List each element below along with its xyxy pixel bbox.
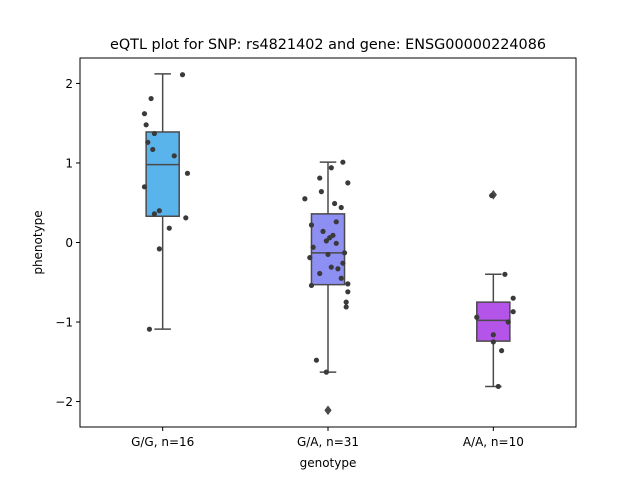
data-point <box>490 339 496 345</box>
data-point <box>489 192 495 199</box>
data-point <box>183 215 189 221</box>
data-point <box>166 225 172 231</box>
data-point <box>318 189 324 195</box>
data-point <box>317 270 323 277</box>
data-point <box>151 211 157 217</box>
box-group-2 <box>302 159 351 416</box>
data-point <box>171 153 177 159</box>
box-iqr <box>310 213 346 286</box>
data-point <box>333 219 339 225</box>
data-point <box>328 165 334 171</box>
data-point <box>338 204 344 211</box>
data-point <box>151 130 157 137</box>
x-tick-label: G/A, n=31 <box>297 435 359 449</box>
data-point <box>150 146 156 153</box>
data-point <box>156 208 162 214</box>
data-point <box>335 266 341 272</box>
data-point <box>340 159 346 165</box>
x-axis: G/G, n=16 G/A, n=31 A/A, n=10 <box>131 427 524 449</box>
outlier-marker <box>324 405 332 416</box>
data-point <box>148 95 154 102</box>
data-point <box>184 170 191 176</box>
data-point <box>323 238 329 244</box>
data-point <box>345 281 351 287</box>
data-point <box>495 383 501 390</box>
data-point <box>307 255 313 261</box>
data-point <box>338 275 344 281</box>
y-tick-label: −1 <box>55 316 73 330</box>
y-tick-label: 0 <box>65 236 73 250</box>
data-point <box>313 357 320 363</box>
data-point <box>317 175 323 181</box>
data-point <box>146 326 153 332</box>
data-point <box>308 222 315 228</box>
box-group-1 <box>141 72 191 332</box>
box-iqr <box>145 131 180 218</box>
data-point <box>156 246 162 252</box>
data-point <box>310 244 316 250</box>
data-point <box>343 304 349 310</box>
data-point <box>341 250 348 256</box>
y-tick-label: 1 <box>65 156 73 170</box>
data-point <box>323 369 329 375</box>
data-point <box>340 260 346 266</box>
box-group-3 <box>474 189 516 390</box>
data-point <box>141 111 148 117</box>
data-point <box>332 200 338 207</box>
data-point <box>328 264 334 270</box>
data-point <box>308 282 315 289</box>
y-tick-label: −2 <box>55 395 73 409</box>
data-point <box>343 299 349 305</box>
data-point <box>333 240 339 246</box>
data-point <box>505 319 511 325</box>
data-point <box>474 314 480 320</box>
data-point <box>302 196 308 202</box>
data-point <box>502 271 508 277</box>
y-tick-label: 2 <box>65 77 73 91</box>
data-point <box>141 184 148 190</box>
y-axis: −2 −1 0 1 2 <box>55 77 80 409</box>
chart-title: eQTL plot for SNP: rs4821402 and gene: E… <box>110 37 546 53</box>
x-axis-label: genotype <box>300 456 357 470</box>
data-point <box>490 332 496 338</box>
y-axis-label: phenotype <box>31 210 45 274</box>
plot-area <box>141 72 516 416</box>
data-point <box>345 289 351 295</box>
data-point <box>145 139 151 145</box>
data-point <box>499 348 505 354</box>
data-point <box>179 72 186 78</box>
x-tick-label: A/A, n=10 <box>463 435 524 449</box>
data-point <box>143 122 149 128</box>
data-point <box>320 228 326 234</box>
x-tick-label: G/G, n=16 <box>131 435 194 449</box>
data-point <box>510 295 516 301</box>
data-point <box>327 235 333 241</box>
data-point <box>325 251 331 258</box>
data-point <box>510 309 516 315</box>
data-point <box>345 180 351 186</box>
